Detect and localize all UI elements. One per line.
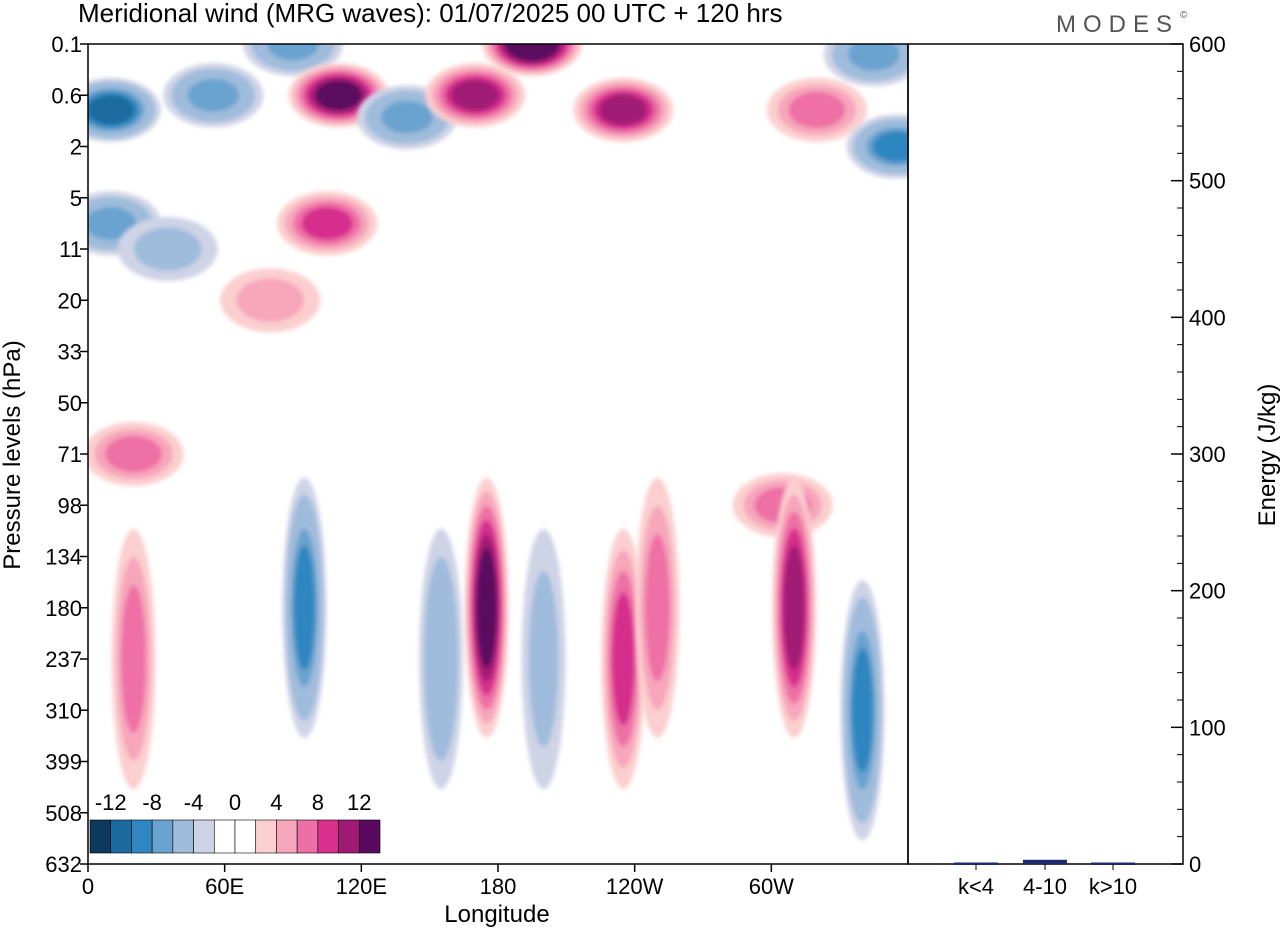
energy-tick-label: 100 — [1189, 715, 1226, 740]
colorbar-swatch — [193, 819, 215, 854]
energy-tick-label: 200 — [1189, 579, 1226, 604]
energy-tick-label: 300 — [1189, 442, 1226, 467]
pressure-tick-label: 33 — [58, 340, 82, 365]
energy-tick-label: 500 — [1189, 169, 1226, 194]
longitude-tick-label: 180 — [480, 874, 517, 899]
longitude-axis: 0 60E 120E 180 120W 60W — [82, 864, 794, 899]
longitude-tick-label: 0 — [82, 874, 94, 899]
longitude-tick-label: 60E — [205, 874, 244, 899]
brand-text: MODES — [1056, 11, 1179, 38]
pressure-tick-label: 0.1 — [51, 32, 82, 57]
pressure-tick-label: 180 — [45, 596, 82, 621]
wind-anomaly-cell — [521, 529, 566, 789]
energy-bar — [1023, 859, 1067, 864]
x-axis-label: Longitude — [444, 901, 549, 928]
wind-anomaly-cell — [117, 217, 218, 281]
colorbar-label: -12 — [95, 790, 127, 815]
pressure-tick-label: 2 — [70, 135, 82, 160]
longitude-tick-label: 120W — [606, 874, 664, 899]
y-axis-label: Pressure levels (hPa) — [0, 340, 26, 569]
energy-tick-label: 600 — [1189, 32, 1226, 57]
energy-bar — [1091, 862, 1135, 865]
energy-tick-label: 400 — [1189, 305, 1226, 330]
pressure-tick-label: 98 — [58, 493, 82, 518]
chart-title: Meridional wind (MRG waves): 01/07/2025 … — [78, 0, 783, 28]
wind-anomaly-cell — [772, 477, 817, 738]
longitude-tick-label: 120E — [336, 874, 387, 899]
pressure-tick-label: 5 — [70, 186, 82, 211]
pressure-tick-label: 0.6 — [51, 83, 82, 108]
wind-anomaly-cell — [419, 529, 464, 789]
wind-anomaly-cell — [282, 477, 327, 738]
wind-anomaly-cell — [88, 422, 184, 486]
pressure-tick-label: 508 — [45, 801, 82, 826]
energy-axis: 0 100 200 300 400 500 600 — [1171, 32, 1226, 877]
colorbar-label: 4 — [270, 790, 282, 815]
wind-anomaly-cell — [482, 44, 583, 76]
contour-field — [88, 44, 908, 841]
colorbar-label: 0 — [229, 790, 241, 815]
pressure-tick-label: 399 — [45, 750, 82, 775]
colorbar-swatch — [317, 819, 339, 854]
energy-axis-label: Energy (J/kg) — [1254, 384, 1280, 527]
energy-category-label: 4-10 — [1023, 874, 1067, 899]
colorbar-swatch — [296, 819, 319, 854]
pressure-tick-label: 50 — [58, 391, 82, 416]
wind-anomaly-cell — [277, 191, 378, 256]
colorbar-label: 8 — [312, 790, 324, 815]
wind-anomaly-cell — [88, 77, 161, 142]
colorbar-label: -4 — [184, 790, 204, 815]
energy-bars — [954, 859, 1135, 865]
colorbar-swatch — [172, 819, 194, 854]
pressure-tick-label: 71 — [58, 442, 82, 467]
wind-anomaly-cell — [425, 63, 526, 128]
heatmap-frame — [87, 43, 909, 865]
colorbar-swatch — [338, 819, 360, 854]
colorbar-swatch — [213, 819, 236, 854]
colorbar-swatch — [131, 819, 153, 854]
wind-anomaly-cell — [823, 44, 908, 87]
colorbar-swatch — [151, 819, 174, 854]
wind-anomaly-cell — [111, 529, 156, 789]
pressure-tick-label: 11 — [59, 237, 82, 262]
wind-anomaly-cell — [840, 580, 885, 841]
colorbar: -12 -8 -4 0 4 8 12 — [89, 790, 381, 854]
pressure-tick-label: 632 — [45, 852, 82, 877]
modes-logo: MODES © — [1056, 10, 1188, 38]
wind-anomaly-cell — [846, 114, 908, 179]
wind-anomaly-cell — [635, 477, 680, 738]
colorbar-swatch — [358, 819, 381, 854]
wind-anomaly-cell — [464, 477, 509, 738]
wind-anomaly-cell — [573, 77, 674, 142]
energy-category-label: k>10 — [1089, 874, 1137, 899]
colorbar-swatch — [89, 819, 112, 854]
pressure-axis: 0.1 0.6 2 5 11 20 33 50 71 98 134 180 237 310 399 508 63… — [45, 32, 88, 877]
energy-tick-label: 0 — [1189, 852, 1201, 877]
colorbar-swatch — [234, 819, 257, 854]
longitude-tick-label: 60W — [749, 874, 794, 899]
wind-anomaly-cell — [220, 268, 321, 333]
brand-mark: © — [1180, 10, 1188, 21]
pressure-tick-label: 20 — [58, 288, 82, 313]
energy-categories: k<4 4-10 k>10 — [958, 864, 1137, 899]
pressure-tick-label: 134 — [45, 545, 82, 570]
energy-category-label: k<4 — [958, 874, 994, 899]
energy-bar — [954, 862, 998, 865]
colorbar-swatch — [110, 819, 132, 854]
colorbar-swatch — [276, 819, 298, 854]
colorbar-swatch — [255, 819, 277, 854]
wind-anomaly-cell — [601, 529, 646, 789]
colorbar-label: 12 — [347, 790, 371, 815]
energy-frame — [907, 43, 1184, 865]
colorbar-label: -8 — [142, 790, 162, 815]
wind-anomaly-cell — [766, 77, 867, 142]
pressure-tick-label: 237 — [45, 647, 82, 672]
wind-anomaly-cell — [163, 63, 264, 128]
pressure-tick-label: 310 — [45, 698, 82, 723]
